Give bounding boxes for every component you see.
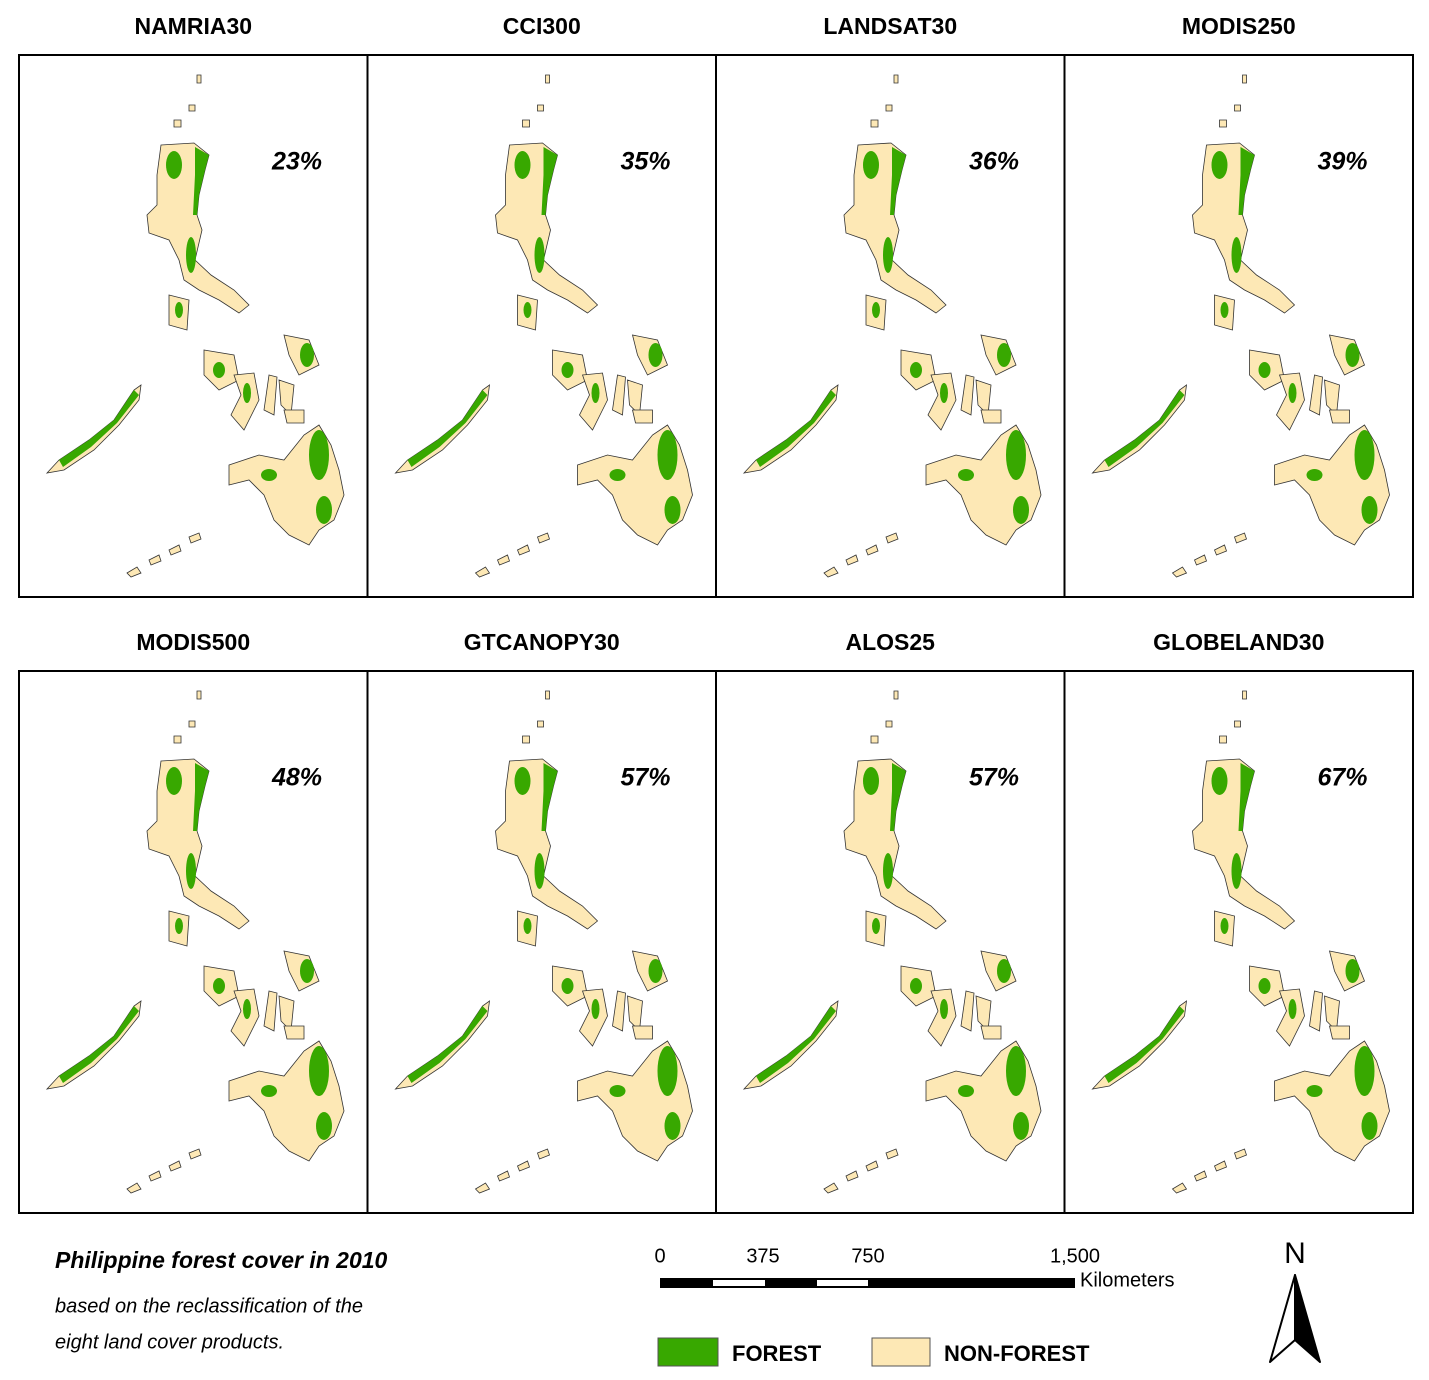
caption-line: based on the reclassification of the <box>55 1295 363 1317</box>
map-panel: MODIS500 48% <box>47 629 344 1193</box>
panel-title: MODIS500 <box>136 629 250 655</box>
scale-unit: Kilometers <box>1080 1269 1174 1291</box>
forest-cover: 35% <box>620 148 670 176</box>
panel-title: GLOBELAND30 <box>1153 629 1324 655</box>
panel-title: NAMRIA30 <box>134 13 252 39</box>
scale-bar <box>660 1278 1075 1288</box>
panel-title: ALOS25 <box>846 629 936 655</box>
forest-cover: 57% <box>620 764 670 792</box>
legend-label: NON-FOREST <box>944 1341 1090 1366</box>
legend-label: FOREST <box>732 1341 822 1366</box>
scale-label: 375 <box>746 1245 779 1267</box>
north-label: N <box>1284 1237 1306 1270</box>
forest-cover: 67% <box>1317 764 1367 792</box>
panel-title: CCI300 <box>503 13 581 39</box>
panel-title: GTCANOPY30 <box>464 629 620 655</box>
map-panel: CCI300 35% <box>366 13 693 597</box>
scale-label: 750 <box>851 1245 884 1267</box>
map-panel: MODIS250 39% <box>1063 13 1390 597</box>
map-panel: GTCANOPY30 57% <box>366 629 693 1213</box>
map-panel: GLOBELAND30 67% <box>1063 629 1390 1213</box>
forest-cover: 39% <box>1317 148 1367 176</box>
map-panel: NAMRIA30 23% <box>47 13 344 577</box>
map-panel: ALOS25 57% <box>715 629 1041 1213</box>
forest-cover: 48% <box>271 764 322 792</box>
scale-label: 1,500 <box>1050 1245 1100 1267</box>
panel-title: LANDSAT30 <box>823 13 957 39</box>
caption-line: eight land cover products. <box>55 1331 284 1353</box>
forest-cover: 23% <box>271 148 322 176</box>
scale-label: 0 <box>654 1245 665 1267</box>
forest-cover: 57% <box>969 764 1019 792</box>
legend-swatch <box>871 1337 931 1367</box>
legend-swatch <box>657 1337 719 1367</box>
panels: NAMRIA30 23% CCI300 35% LANDSAT30 36% MODIS250… <box>47 13 1390 1213</box>
panel-title: MODIS250 <box>1182 13 1296 39</box>
north-arrow <box>1269 1274 1321 1363</box>
map-panel: LANDSAT30 36% <box>715 13 1041 597</box>
forest-cover: 36% <box>969 148 1019 176</box>
caption-title: Philippine forest cover in 2010 <box>55 1247 388 1273</box>
